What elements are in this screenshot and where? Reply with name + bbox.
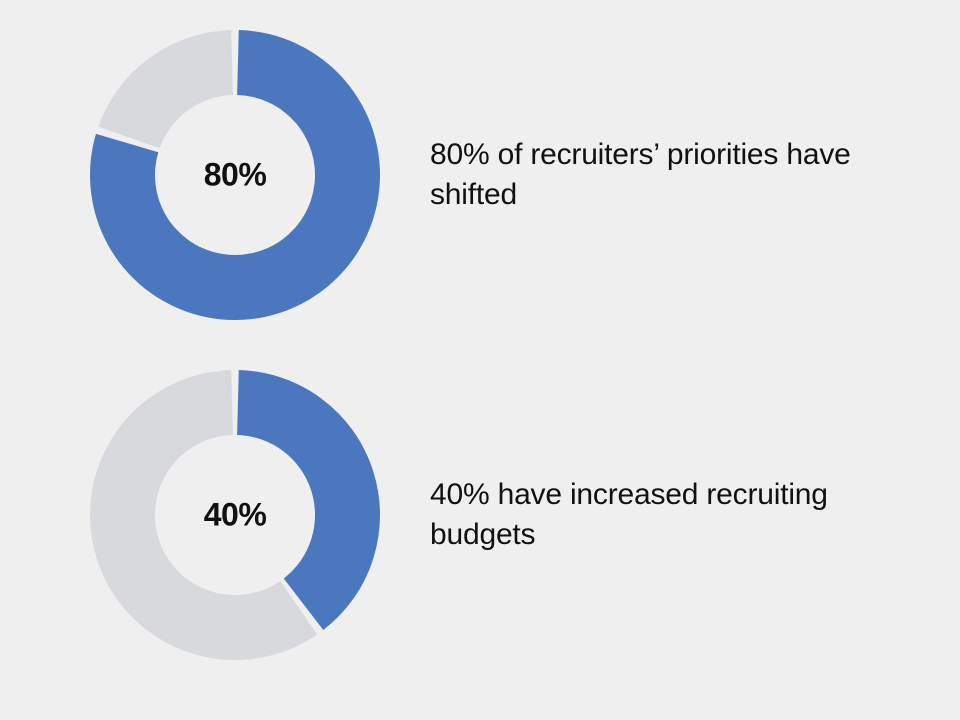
donut-chart-priorities: 80% xyxy=(90,30,380,320)
stat-caption-priorities: 80% of recruiters’ priorities have shift… xyxy=(430,135,900,216)
stat-row-budgets: 40% 40% have increased recruiting budget… xyxy=(0,370,960,660)
donut-center-label: 80% xyxy=(204,157,267,194)
stat-caption-budgets: 40% have increased recruiting budgets xyxy=(430,475,900,556)
stat-row-priorities: 80% 80% of recruiters’ priorities have s… xyxy=(0,30,960,320)
donut-center-label: 40% xyxy=(204,497,267,534)
donut-slice-remainder xyxy=(98,30,233,148)
infographic-canvas: 80% 80% of recruiters’ priorities have s… xyxy=(0,0,960,720)
donut-chart-budgets: 40% xyxy=(90,370,380,660)
